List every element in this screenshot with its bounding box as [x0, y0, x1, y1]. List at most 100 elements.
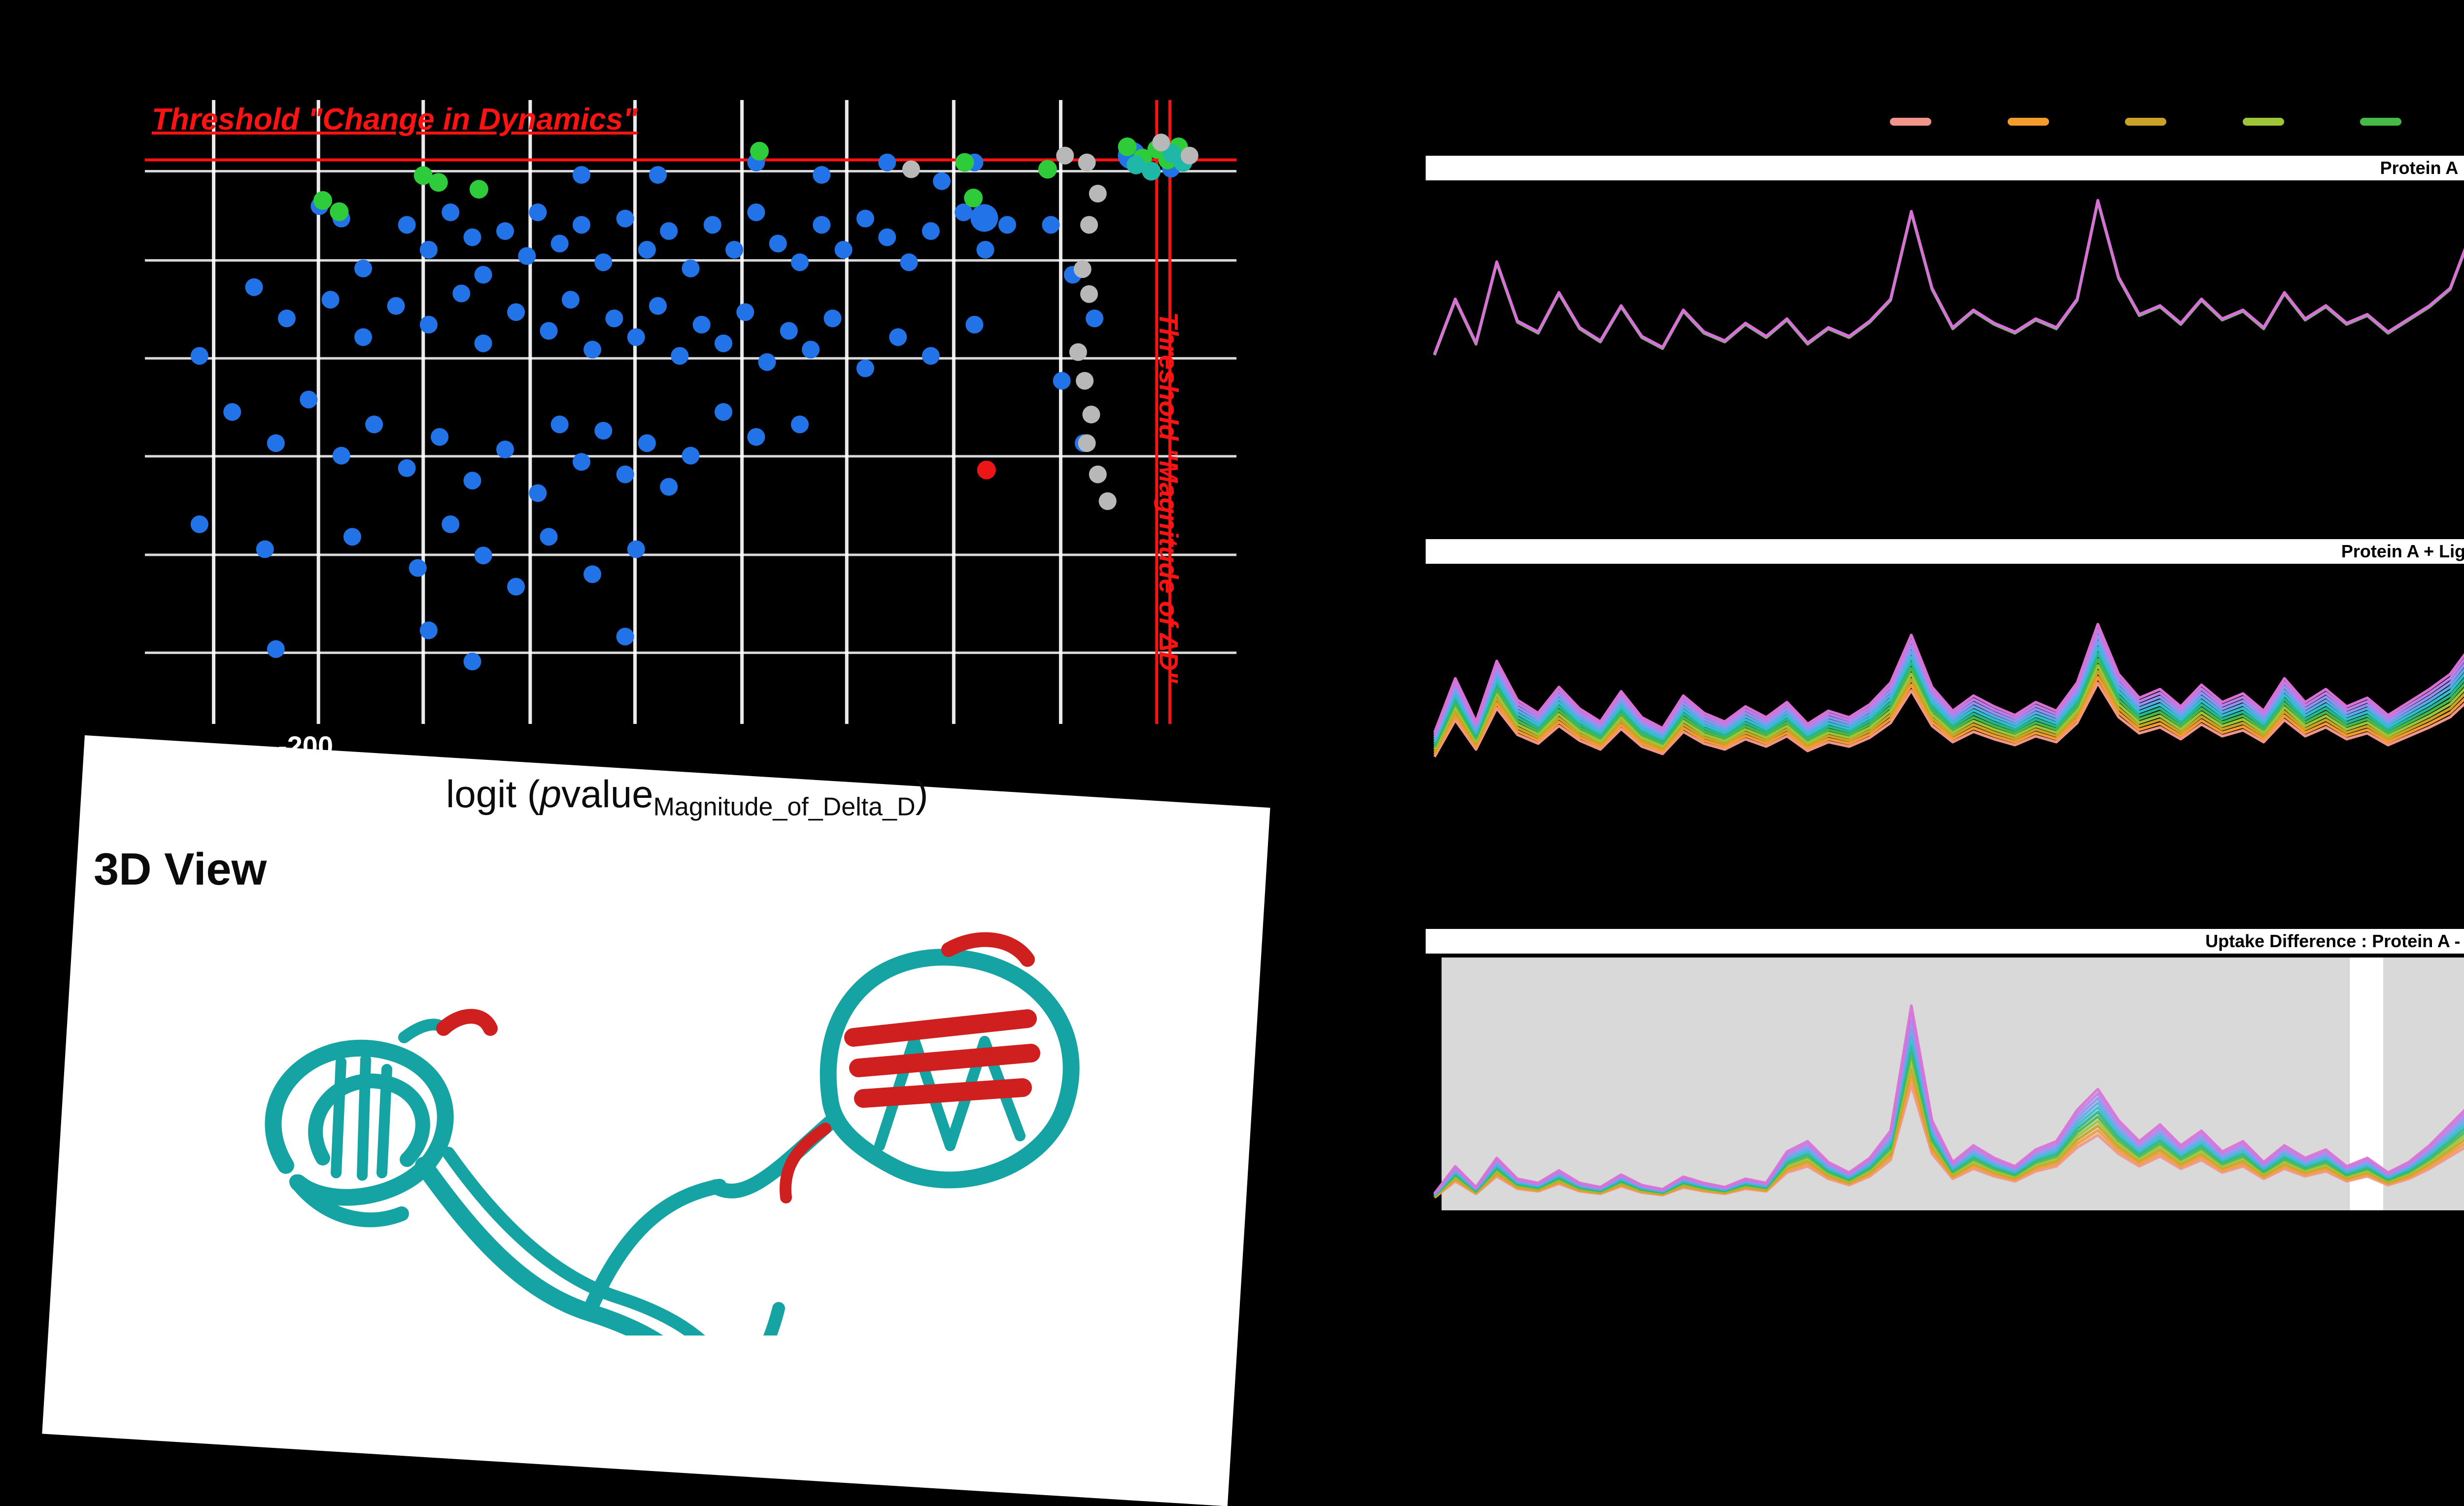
- scatter-point-green[interactable]: [330, 202, 349, 221]
- scatter-point-blue[interactable]: [583, 565, 602, 583]
- scatter-point-blue[interactable]: [660, 222, 678, 240]
- volcano-plot[interactable]: Threshold "Change in Dynamics" Threshold…: [145, 100, 1236, 761]
- scatter-point-blue[interactable]: [791, 253, 809, 272]
- scatter-point-blue[interactable]: [758, 353, 776, 371]
- scatter-point-blue[interactable]: [540, 528, 558, 546]
- legend-series-dash[interactable]: [2242, 118, 2284, 126]
- scatter-point-blue[interactable]: [245, 278, 263, 296]
- scatter-point-blue[interactable]: [616, 627, 634, 646]
- scatter-point-gray[interactable]: [1078, 153, 1096, 171]
- scatter-point-blue[interactable]: [823, 309, 842, 328]
- scatter-point-blue[interactable]: [715, 334, 732, 352]
- scatter-point-gray[interactable]: [1056, 146, 1074, 165]
- scatter-point-blue[interactable]: [190, 515, 208, 533]
- scatter-point-blue[interactable]: [354, 259, 372, 277]
- scatter-point-gray[interactable]: [1089, 465, 1107, 483]
- scatter-point-blue[interactable]: [419, 315, 438, 334]
- scatter-point-gray[interactable]: [1080, 216, 1098, 234]
- scatter-point-blue[interactable]: [332, 446, 350, 465]
- scatter-point-blue[interactable]: [398, 216, 416, 234]
- scatter-point-green[interactable]: [750, 141, 769, 161]
- scatter-point-red[interactable]: [977, 460, 996, 479]
- scatter-point-blue[interactable]: [605, 309, 623, 328]
- scatter-point-blue[interactable]: [550, 235, 569, 253]
- scatter-point-blue[interactable]: [878, 228, 896, 246]
- scatter-point-blue[interactable]: [649, 166, 667, 184]
- scatter-point-blue[interactable]: [594, 422, 613, 440]
- scatter-point-green[interactable]: [1038, 160, 1057, 179]
- scatter-point-green[interactable]: [413, 166, 433, 185]
- scatter-point-gray[interactable]: [1098, 492, 1117, 510]
- scatter-point-blue[interactable]: [419, 240, 438, 259]
- scatter-point-blue[interactable]: [300, 390, 318, 409]
- scatter-point-blue[interactable]: [387, 297, 405, 315]
- scatter-point-blue[interactable]: [747, 428, 765, 446]
- scatter-point-blue[interactable]: [725, 240, 744, 259]
- scatter-point-gray[interactable]: [1076, 372, 1094, 390]
- scatter-point-blue[interactable]: [442, 203, 460, 221]
- scatter-point-blue[interactable]: [518, 247, 536, 265]
- scatter-point-blue[interactable]: [671, 347, 689, 365]
- scatter-point-blue[interactable]: [616, 465, 634, 483]
- scatter-point-blue[interactable]: [1086, 309, 1103, 328]
- scatter-point-blue[interactable]: [267, 640, 285, 658]
- scatter-point-blue[interactable]: [802, 341, 820, 359]
- scatter-point-blue[interactable]: [715, 403, 732, 421]
- scatter-point-blue[interactable]: [573, 166, 590, 184]
- legend-series-dash[interactable]: [2007, 118, 2049, 126]
- scatter-point-blue[interactable]: [976, 240, 994, 259]
- scatter-point-blue[interactable]: [442, 515, 460, 533]
- scatter-point-blue[interactable]: [267, 434, 285, 452]
- uptake-chart-protein-a-ligand[interactable]: [1426, 564, 2464, 913]
- scatter-point-blue[interactable]: [747, 203, 765, 221]
- scatter-point-blue[interactable]: [496, 222, 514, 240]
- legend-series-dash[interactable]: [2125, 118, 2167, 126]
- scatter-point-blue[interactable]: [398, 459, 416, 477]
- protein-ribbon-3d-structure[interactable]: [212, 890, 1296, 1335]
- scatter-point-blue[interactable]: [736, 303, 754, 321]
- scatter-point-green[interactable]: [469, 180, 488, 199]
- scatter-point-blue[interactable]: [452, 284, 471, 303]
- scatter-point-blue[interactable]: [682, 446, 700, 465]
- scatter-point-teal[interactable]: [1127, 155, 1146, 174]
- scatter-point-blue[interactable]: [463, 472, 481, 490]
- scatter-point-blue[interactable]: [409, 559, 427, 577]
- scatter-point-teal[interactable]: [1142, 162, 1161, 181]
- scatter-point-blue[interactable]: [474, 334, 492, 352]
- legend-series-dash[interactable]: [1890, 118, 1931, 126]
- scatter-point-blue[interactable]: [354, 328, 372, 346]
- scatter-point-green[interactable]: [1118, 137, 1137, 156]
- scatter-point-blue[interactable]: [343, 528, 361, 546]
- scatter-point-gray[interactable]: [902, 160, 920, 178]
- scatter-point-blue[interactable]: [900, 253, 918, 272]
- scatter-point-blue[interactable]: [256, 540, 274, 558]
- scatter-point-blue[interactable]: [878, 153, 896, 171]
- scatter-point-blue[interactable]: [813, 216, 831, 234]
- scatter-point-blue[interactable]: [703, 216, 721, 234]
- scatter-point-green[interactable]: [429, 173, 448, 192]
- scatter-point-blue[interactable]: [834, 240, 853, 259]
- scatter-point-blue[interactable]: [419, 621, 438, 640]
- scatter-point-blue[interactable]: [507, 578, 525, 596]
- scatter-point-blue[interactable]: [933, 172, 951, 190]
- scatter-point-blue[interactable]: [550, 415, 569, 434]
- scatter-point-blue[interactable]: [561, 291, 580, 309]
- scatter-point-blue[interactable]: [529, 203, 547, 221]
- scatter-point-gray[interactable]: [1082, 406, 1100, 424]
- scatter-point-gray[interactable]: [1080, 285, 1098, 303]
- scatter-point-blue[interactable]: [583, 341, 602, 359]
- scatter-point-blue[interactable]: [682, 259, 700, 277]
- scatter-point-green[interactable]: [955, 153, 974, 172]
- scatter-point-blue[interactable]: [190, 347, 208, 365]
- scatter-point-blue[interactable]: [627, 328, 645, 346]
- scatter-point-blue[interactable]: [496, 441, 514, 458]
- scatter-point-gray[interactable]: [1180, 146, 1198, 165]
- scatter-point-blue[interactable]: [277, 309, 296, 328]
- scatter-point-green[interactable]: [964, 188, 983, 207]
- scatter-point-blue[interactable]: [223, 403, 241, 421]
- uptake-difference-chart[interactable]: [1426, 954, 2464, 1214]
- scatter-point-blue[interactable]: [573, 453, 590, 471]
- scatter-point-blue[interactable]: [474, 266, 492, 284]
- scatter-point-blue[interactable]: [955, 203, 973, 221]
- scatter-point-blue[interactable]: [463, 652, 481, 671]
